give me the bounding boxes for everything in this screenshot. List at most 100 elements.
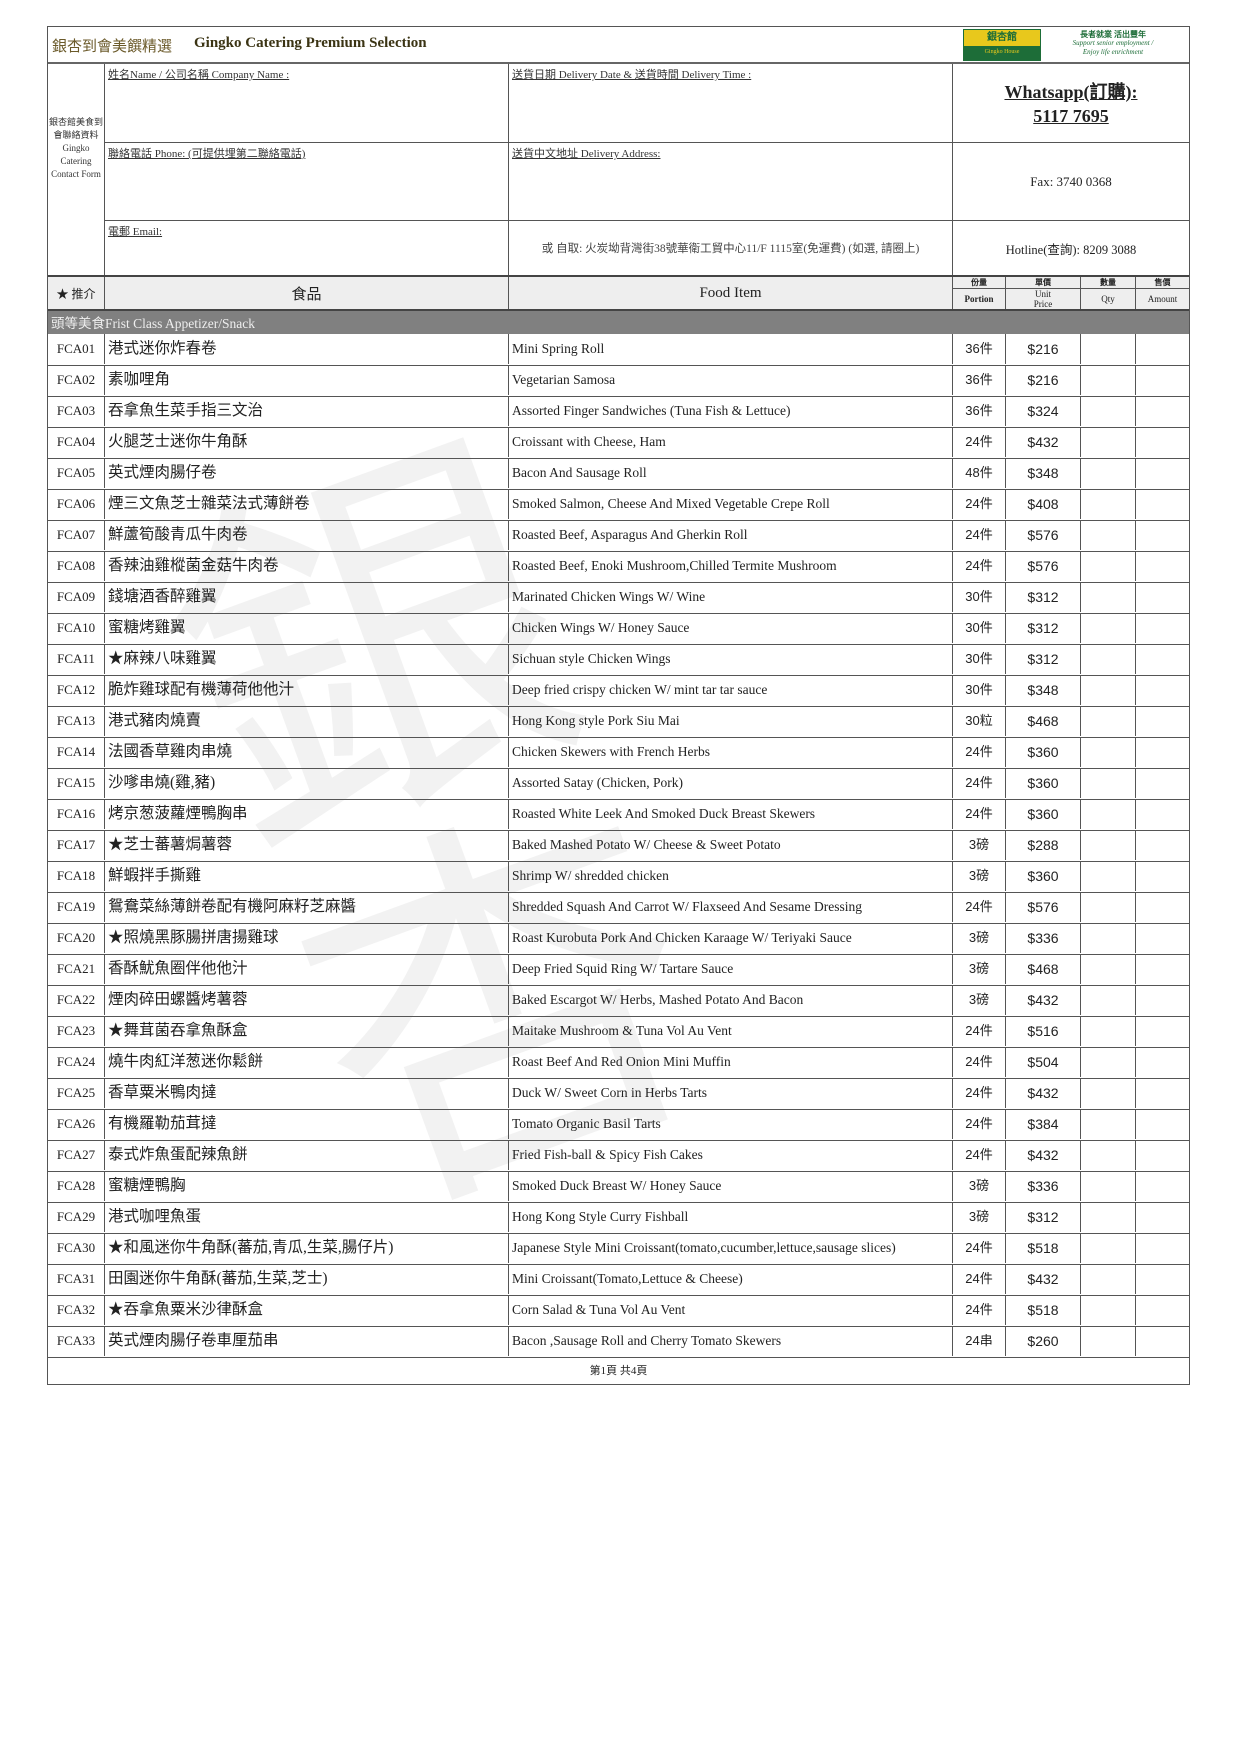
item-unit-price: $336 <box>1006 1171 1081 1201</box>
table-row: FCA06 煙三文魚芝士雜菜法式薄餅卷 Smoked Salmon, Cheese … <box>48 489 1189 521</box>
item-unit-price: $312 <box>1006 644 1081 674</box>
item-name-en: Chicken Skewers with French Herbs <box>509 737 953 767</box>
qty-input[interactable] <box>1081 489 1136 519</box>
item-name-en: Baked Escargot W/ Herbs, Mashed Potato A… <box>509 985 953 1015</box>
item-unit-price: $576 <box>1006 520 1081 550</box>
qty-input[interactable] <box>1081 1202 1136 1232</box>
phone-field[interactable]: 聯絡電話 Phone: (可提供埋第二聯絡電話) <box>105 143 509 221</box>
qty-input[interactable] <box>1081 458 1136 488</box>
item-code: FCA15 <box>48 768 105 798</box>
item-unit-price: $432 <box>1006 985 1081 1015</box>
qty-input[interactable] <box>1081 1047 1136 1077</box>
qty-input[interactable] <box>1081 923 1136 953</box>
qty-input[interactable] <box>1081 613 1136 643</box>
item-code: FCA32 <box>48 1295 105 1325</box>
amount-field <box>1136 1264 1189 1294</box>
item-code: FCA13 <box>48 706 105 736</box>
qty-input[interactable] <box>1081 768 1136 798</box>
qty-input[interactable] <box>1081 1295 1136 1325</box>
qty-input[interactable] <box>1081 520 1136 550</box>
item-name-zh: 鮮蝦拌手撕雞 <box>105 861 509 891</box>
qty-input[interactable] <box>1081 830 1136 860</box>
item-portion: 3磅 <box>953 830 1006 860</box>
qty-input[interactable] <box>1081 706 1136 736</box>
qty-input[interactable] <box>1081 954 1136 984</box>
qty-input[interactable] <box>1081 892 1136 922</box>
col-food-en: Food Item <box>509 277 953 309</box>
qty-input[interactable] <box>1081 737 1136 767</box>
col-amount: 售價 Amount <box>1136 277 1189 309</box>
qty-input[interactable] <box>1081 799 1136 829</box>
delivery-date-field[interactable]: 送貨日期 Delivery Date & 送貨時間 Delivery Time … <box>509 64 953 143</box>
item-code: FCA33 <box>48 1326 105 1356</box>
item-unit-price: $468 <box>1006 954 1081 984</box>
item-code: FCA20 <box>48 923 105 953</box>
qty-input[interactable] <box>1081 1326 1136 1356</box>
item-name-zh: 吞拿魚生菜手指三文治 <box>105 396 509 426</box>
item-name-en: Duck W/ Sweet Corn in Herbs Tarts <box>509 1078 953 1108</box>
qty-input[interactable] <box>1081 985 1136 1015</box>
item-code: FCA07 <box>48 520 105 550</box>
col-recommend: ★ 推介 <box>48 277 105 309</box>
item-name-en: Chicken Wings W/ Honey Sauce <box>509 613 953 643</box>
qty-input[interactable] <box>1081 1016 1136 1046</box>
item-name-zh: ★和風迷你牛角酥(蕃茄,青瓜,生菜,腸仔片) <box>105 1233 509 1263</box>
item-name-zh: 香酥魷魚圈伴他他汁 <box>105 954 509 984</box>
item-unit-price: $360 <box>1006 737 1081 767</box>
whatsapp-info: Whatsapp(訂購): 5117 7695 <box>953 64 1189 143</box>
qty-input[interactable] <box>1081 644 1136 674</box>
qty-input[interactable] <box>1081 365 1136 395</box>
item-code: FCA27 <box>48 1140 105 1170</box>
item-name-en: Deep Fried Squid Ring W/ Tartare Sauce <box>509 954 953 984</box>
item-name-zh: 泰式炸魚蛋配辣魚餅 <box>105 1140 509 1170</box>
fax-number: Fax: 3740 0368 <box>953 143 1189 221</box>
qty-input[interactable] <box>1081 1264 1136 1294</box>
qty-input[interactable] <box>1081 861 1136 891</box>
item-name-en: Assorted Finger Sandwiches (Tuna Fish & … <box>509 396 953 426</box>
table-row: FCA17 ★芝士蕃薯焗薯蓉 Baked Mashed Potato W/ Chee… <box>48 830 1189 862</box>
qty-input[interactable] <box>1081 1078 1136 1108</box>
item-unit-price: $360 <box>1006 799 1081 829</box>
table-row: FCA27 泰式炸魚蛋配辣魚餅 Fried Fish-ball & Spicy Fi… <box>48 1140 1189 1172</box>
company-name-field[interactable]: 姓名Name / 公司名稱 Company Name : <box>105 64 509 143</box>
item-name-en: Croissant with Cheese, Ham <box>509 427 953 457</box>
qty-input[interactable] <box>1081 582 1136 612</box>
qty-input[interactable] <box>1081 334 1136 364</box>
item-code: FCA28 <box>48 1171 105 1201</box>
table-row: FCA10 蜜糖烤雞翼 Chicken Wings W/ Honey Sauce 30… <box>48 613 1189 645</box>
item-name-en: Hong Kong style Pork Siu Mai <box>509 706 953 736</box>
item-code: FCA12 <box>48 675 105 705</box>
table-row: FCA25 香草粟米鴨肉撻 Duck W/ Sweet Corn in Herbs … <box>48 1078 1189 1110</box>
amount-field <box>1136 1140 1189 1170</box>
item-code: FCA14 <box>48 737 105 767</box>
qty-input[interactable] <box>1081 551 1136 581</box>
email-field[interactable]: 電郵 Email: <box>105 221 509 275</box>
qty-input[interactable] <box>1081 427 1136 457</box>
table-row: FCA26 有機羅勒茄茸撻 Tomato Organic Basil Tarts 24… <box>48 1109 1189 1141</box>
item-unit-price: $518 <box>1006 1233 1081 1263</box>
item-portion: 3磅 <box>953 1202 1006 1232</box>
amount-field <box>1136 737 1189 767</box>
table-row: FCA01 港式迷你炸春卷 Mini Spring Roll 36件 $216 <box>48 334 1189 366</box>
delivery-address-field[interactable]: 送貨中文地址 Delivery Address: <box>509 143 953 221</box>
amount-field <box>1136 1326 1189 1356</box>
qty-input[interactable] <box>1081 675 1136 705</box>
item-code: FCA02 <box>48 365 105 395</box>
qty-input[interactable] <box>1081 1140 1136 1170</box>
amount-field <box>1136 613 1189 643</box>
qty-input[interactable] <box>1081 1109 1136 1139</box>
item-unit-price: $576 <box>1006 551 1081 581</box>
table-row: FCA16 烤京葱菠蘿煙鴨胸串 Roasted White Leek And Smo… <box>48 799 1189 831</box>
qty-input[interactable] <box>1081 396 1136 426</box>
item-name-en: Smoked Duck Breast W/ Honey Sauce <box>509 1171 953 1201</box>
item-code: FCA31 <box>48 1264 105 1294</box>
item-name-en: Roasted Beef, Asparagus And Gherkin Roll <box>509 520 953 550</box>
item-portion: 3磅 <box>953 954 1006 984</box>
qty-input[interactable] <box>1081 1233 1136 1263</box>
contact-form-side-label: 銀杏館美食到會聯絡資料 Gingko Catering Contact Form <box>48 64 105 275</box>
qty-input[interactable] <box>1081 1171 1136 1201</box>
item-code: FCA30 <box>48 1233 105 1263</box>
title-zh: 銀杏到會美饌精選 <box>52 39 173 55</box>
amount-field <box>1136 1202 1189 1232</box>
item-portion: 30件 <box>953 675 1006 705</box>
